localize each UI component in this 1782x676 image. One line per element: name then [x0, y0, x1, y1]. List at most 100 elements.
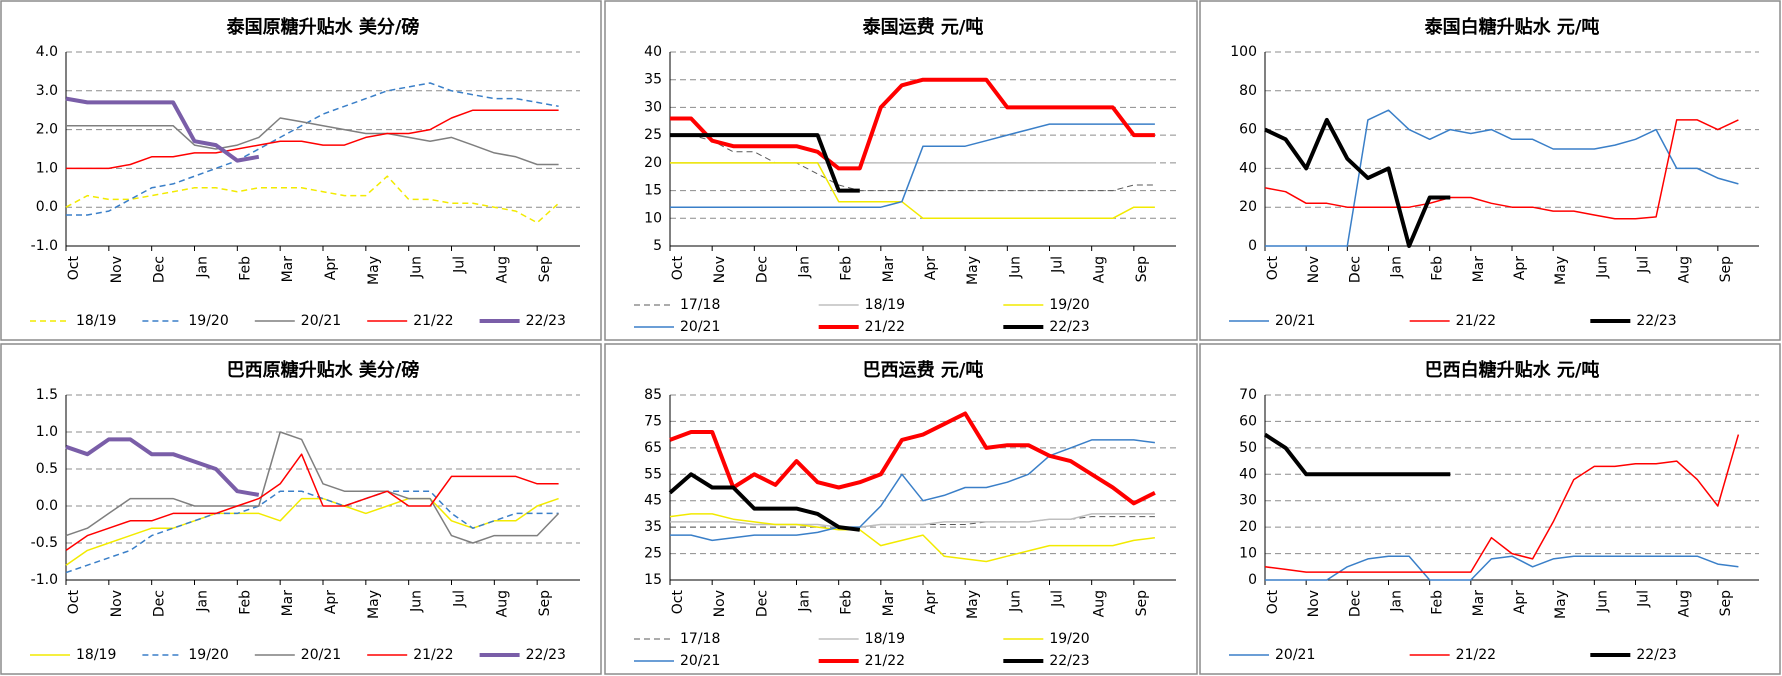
x-tick-label: Aug [1677, 256, 1693, 283]
chart-title: 泰国原糖升贴水 美分/磅 [226, 16, 420, 38]
legend-label: 21/22 [413, 647, 453, 663]
x-tick-label: Aug [1092, 590, 1108, 617]
y-tick-label: 4.0 [36, 44, 58, 60]
x-tick-label: Apr [1512, 590, 1528, 614]
legend-label: 18/19 [76, 647, 116, 663]
series-line [1265, 555, 1739, 581]
series-line [670, 133, 860, 193]
y-tick-label: 70 [1239, 387, 1257, 403]
x-tick-label: May [366, 590, 382, 619]
y-tick-label: 85 [644, 387, 662, 403]
chart-title: 巴西运费 元/吨 [863, 359, 984, 381]
y-tick-label: 40 [644, 44, 662, 60]
x-tick-label: May [366, 256, 382, 285]
x-tick-label: Oct [670, 590, 686, 615]
x-tick-label: Dec [754, 590, 770, 617]
x-tick-label: Jan [797, 256, 813, 279]
series-line [670, 162, 1155, 220]
series-line [1265, 109, 1739, 247]
x-tick-label: May [965, 256, 981, 285]
x-tick-label: Jul [1050, 590, 1066, 608]
x-tick-label: Sep [1718, 256, 1734, 283]
y-tick-label: 20 [644, 155, 662, 171]
legend-label: 18/19 [865, 297, 905, 313]
y-tick-label: -1.0 [31, 238, 58, 254]
legend-label: 22/23 [1049, 653, 1089, 669]
y-tick-label: 50 [1239, 440, 1257, 456]
legend-label: 22/23 [526, 647, 566, 663]
panel-border [0, 343, 602, 675]
y-tick-label: 0 [1248, 238, 1257, 254]
series-line [670, 77, 1155, 171]
series-line [669, 411, 1156, 506]
series-line [670, 123, 1155, 208]
x-tick-label: Jan [195, 256, 211, 279]
series-line [65, 490, 559, 574]
x-tick-label: Feb [237, 590, 253, 615]
legend-label: 20/21 [301, 647, 341, 663]
x-tick-label: Jul [452, 256, 468, 274]
series-line [65, 453, 559, 552]
legend-label: 21/22 [413, 313, 453, 329]
legend-label: 17/18 [680, 297, 720, 313]
y-tick-label: 3.0 [36, 83, 58, 99]
x-tick-label: Aug [494, 590, 510, 617]
series-line [65, 175, 560, 224]
legend-label: 20/21 [680, 653, 720, 669]
series-line [1263, 432, 1451, 477]
y-tick-label: 40 [1239, 466, 1257, 482]
legend-label: 18/19 [76, 313, 116, 329]
chart-title: 泰国运费 元/吨 [862, 16, 984, 38]
y-tick-label: 45 [644, 493, 662, 509]
series-line [65, 431, 560, 544]
legend-label: 20/21 [680, 319, 720, 335]
x-tick-label: Jan [797, 590, 813, 613]
legend-label: 20/21 [301, 313, 341, 329]
y-tick-label: 1.0 [36, 424, 58, 440]
y-tick-label: 2.0 [36, 122, 58, 138]
series-line [670, 513, 1155, 528]
x-tick-label: Mar [1471, 256, 1487, 283]
legend-label: 19/20 [1049, 631, 1089, 647]
x-tick-label: Jun [1594, 256, 1610, 279]
y-tick-label: 15 [644, 183, 662, 199]
x-tick-label: Dec [754, 256, 770, 283]
x-tick-label: Dec [1347, 590, 1363, 617]
x-tick-label: Nov [109, 256, 125, 283]
panel-border [1199, 0, 1781, 341]
y-tick-label: 35 [644, 72, 662, 88]
x-tick-label: Mar [280, 590, 296, 617]
x-tick-label: Jun [1007, 590, 1023, 613]
x-tick-label: Apr [323, 256, 339, 280]
x-tick-label: Oct [1265, 590, 1281, 615]
x-tick-label: Sep [537, 256, 553, 283]
series-line [1264, 434, 1740, 573]
x-tick-label: Jul [1636, 256, 1652, 274]
x-tick-label: Sep [1134, 590, 1150, 617]
legend-label: 21/22 [1456, 647, 1496, 663]
panel-border [604, 0, 1198, 341]
y-tick-label: 0.0 [36, 199, 58, 215]
chart-title: 泰国白糖升贴水 元/吨 [1424, 16, 1600, 38]
series-line [1264, 117, 1451, 248]
legend-label: 22/23 [1636, 647, 1676, 663]
y-tick-label: 20 [1239, 199, 1257, 215]
y-tick-label: 25 [644, 546, 662, 562]
chart-title: 巴西原糖升贴水 美分/磅 [227, 359, 420, 381]
x-tick-label: Apr [923, 256, 939, 280]
x-tick-label: Jul [1050, 256, 1066, 274]
y-tick-label: 60 [1239, 413, 1257, 429]
series-line [66, 117, 559, 166]
y-tick-label: -1.0 [31, 572, 58, 588]
x-tick-label: Oct [670, 256, 686, 281]
chart-title: 巴西白糖升贴水 元/吨 [1425, 359, 1600, 381]
x-tick-label: Oct [66, 256, 82, 281]
x-tick-label: Mar [1471, 590, 1487, 617]
y-tick-label: 65 [644, 440, 662, 456]
series-line [670, 134, 1155, 192]
y-tick-label: 80 [1239, 83, 1257, 99]
series-line [670, 516, 1155, 528]
x-tick-label: Oct [66, 590, 82, 615]
x-tick-label: Apr [323, 590, 339, 614]
